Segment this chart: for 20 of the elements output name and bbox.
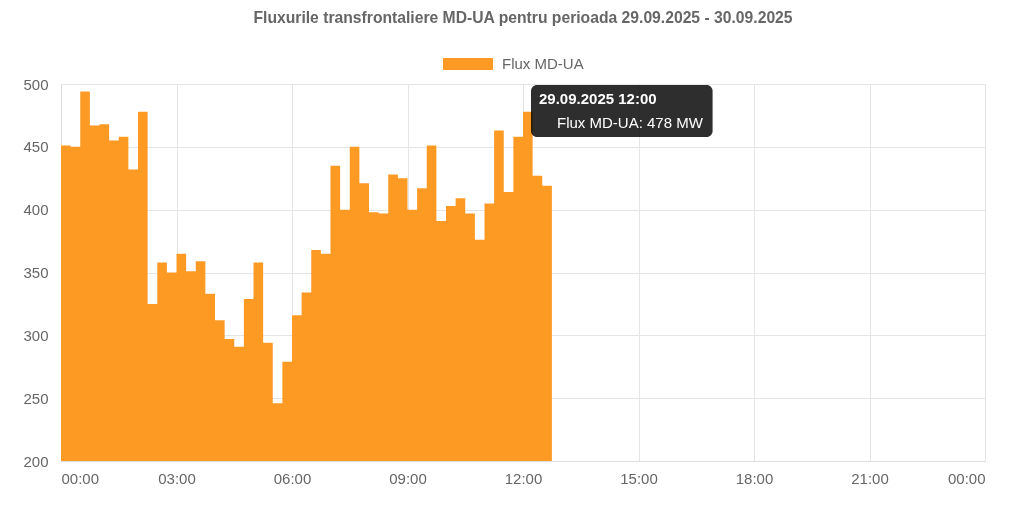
y-tick-label: 400: [23, 201, 49, 219]
x-tick-label: 03:00: [158, 469, 196, 487]
annotation: 29.09.2025 12:00: [539, 90, 657, 107]
chart-title: Fluxurile transfrontaliere MD-UA pentru perioada 29.09.2025 - 30.09.2025: [253, 9, 793, 27]
x-tick-label: 00:00: [61, 469, 100, 487]
x-tick-label: 15:00: [620, 469, 658, 487]
x-tick-label: 12:00: [504, 469, 543, 487]
x-tick-label: 18:00: [735, 469, 774, 487]
x-tick-label: 21:00: [851, 469, 889, 487]
y-tick-label: 300: [23, 326, 49, 344]
y-tick-label: 200: [23, 452, 49, 470]
x-tick-label: 09:00: [389, 469, 427, 487]
y-tick-label: 500: [23, 75, 49, 93]
y-tick-label: 350: [23, 264, 49, 281]
annotation: Flux MD-UA: 478 MW: [557, 114, 704, 131]
x-tick-label: 00:00: [947, 469, 986, 487]
y-tick-label: 450: [23, 138, 49, 156]
x-tick-label: 06:00: [273, 469, 312, 487]
y-tick-label: 250: [23, 389, 49, 407]
legend-label: Flux MD-UA: [502, 55, 584, 72]
